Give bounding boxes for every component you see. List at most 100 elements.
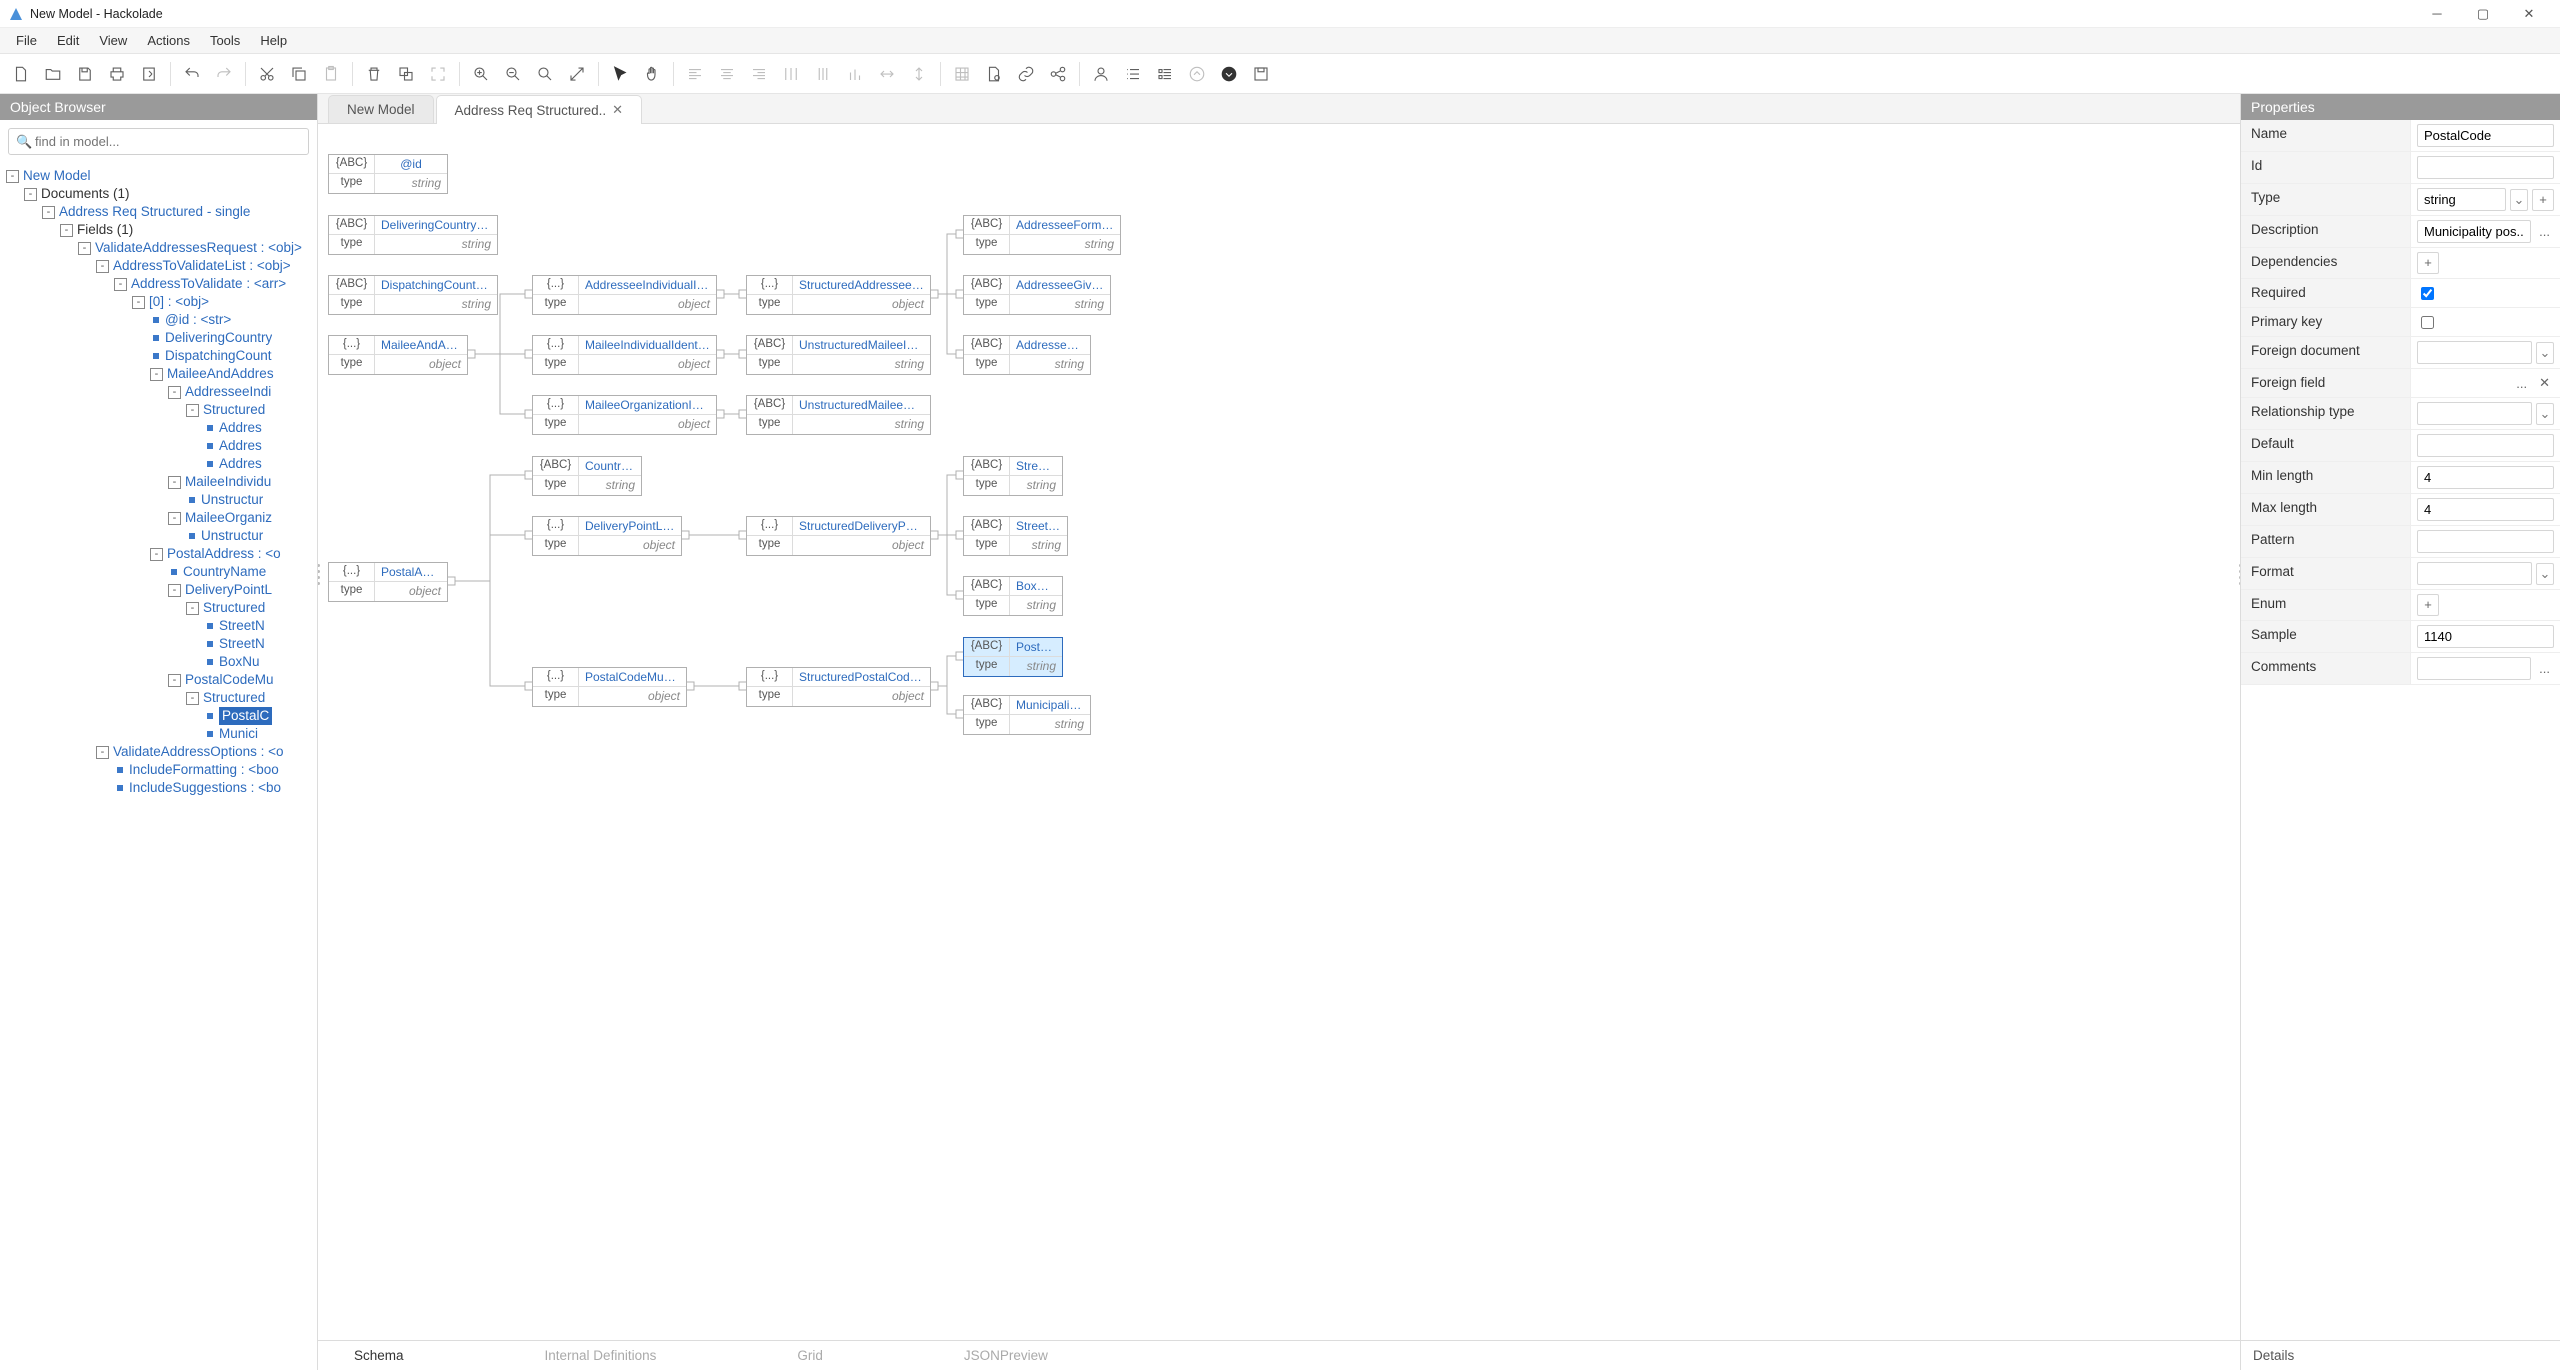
tree-row[interactable]: PostalC (0, 707, 317, 725)
schema-node[interactable]: {ABC}DispatchingCountryISOCodetypestring (328, 275, 498, 315)
tab[interactable]: New Model (328, 95, 434, 123)
tree-row[interactable]: -MaileeOrganiz (0, 509, 317, 527)
tree-row[interactable]: -Structured (0, 401, 317, 419)
menu-view[interactable]: View (89, 30, 137, 51)
close-icon[interactable]: ✕ (612, 102, 623, 118)
search-input[interactable] (8, 128, 309, 155)
prop-input[interactable] (2417, 188, 2506, 211)
prop-input[interactable] (2417, 498, 2554, 521)
clear-icon[interactable]: ✕ (2535, 375, 2554, 391)
list-icon[interactable] (1118, 59, 1148, 89)
canvas[interactable]: {ABC}@idtypestring {ABC}DeliveringCountry… (318, 124, 2240, 1340)
more-icon[interactable]: ... (2535, 224, 2554, 239)
save-icon[interactable] (70, 59, 100, 89)
plus-icon[interactable]: + (2417, 594, 2439, 616)
new-icon[interactable] (6, 59, 36, 89)
close-button[interactable]: ✕ (2506, 1, 2552, 27)
tree-row[interactable]: -PostalAddress : <o (0, 545, 317, 563)
menu-actions[interactable]: Actions (137, 30, 200, 51)
up-circle-icon[interactable] (1182, 59, 1212, 89)
open-icon[interactable] (38, 59, 68, 89)
tree-row[interactable]: -DeliveryPointL (0, 581, 317, 599)
schema-node[interactable]: {ABC}BoxNumbertypestring (963, 576, 1063, 616)
zoom-in-icon[interactable] (466, 59, 496, 89)
tree-row[interactable]: StreetN (0, 635, 317, 653)
zoom-icon[interactable] (530, 59, 560, 89)
schema-node[interactable]: {...}StructuredDeliveryPointLoca..typeob… (746, 516, 931, 556)
bottom-tab[interactable]: JSONPreview (944, 1342, 1069, 1369)
maximize-button[interactable]: ▢ (2460, 1, 2506, 27)
schema-node[interactable]: {...}StructuredAddresseeIndivid..typeobj… (746, 275, 931, 315)
tree-row[interactable]: IncludeSuggestions : <bo (0, 779, 317, 797)
dist-v-icon[interactable] (808, 59, 838, 89)
align-left-icon[interactable] (680, 59, 710, 89)
schema-node[interactable]: {ABC}DeliveringCountryISOCodetypestring (328, 215, 498, 255)
hand-icon[interactable] (637, 59, 667, 89)
chevron-down-icon[interactable]: ⌄ (2536, 342, 2554, 364)
delete-icon[interactable] (359, 59, 389, 89)
tree-row[interactable]: Addres (0, 437, 317, 455)
schema-node[interactable]: {...}PostalAddresstypeobject (328, 562, 448, 602)
tree-row[interactable]: Unstructur (0, 491, 317, 509)
tree-row[interactable]: -New Model (0, 167, 317, 185)
minimize-button[interactable]: ─ (2414, 1, 2460, 27)
tree-row[interactable]: -MaileeAndAddres (0, 365, 317, 383)
list2-icon[interactable] (1150, 59, 1180, 89)
prop-input[interactable] (2417, 625, 2554, 648)
bottom-tab[interactable]: Schema (334, 1342, 425, 1369)
tree-row[interactable]: -AddressToValidateList : <obj> (0, 257, 317, 275)
tree-row[interactable]: DeliveringCountry (0, 329, 317, 347)
bottom-tab[interactable]: Grid (777, 1342, 844, 1369)
arrows-v-icon[interactable] (904, 59, 934, 89)
duplicate-icon[interactable] (391, 59, 421, 89)
tree-row[interactable]: -Fields (1) (0, 221, 317, 239)
schema-node[interactable]: {ABC}StreetNumbertypestring (963, 516, 1068, 556)
prop-checkbox[interactable] (2421, 316, 2434, 329)
tree-row[interactable]: @id : <str> (0, 311, 317, 329)
tree-row[interactable]: Munici (0, 725, 317, 743)
menu-tools[interactable]: Tools (200, 30, 250, 51)
schema-node[interactable]: {ABC}PostalCodetypestring (963, 637, 1063, 677)
schema-node[interactable]: {ABC}UnstructuredMaileeIndividu..typestr… (746, 335, 931, 375)
tree-row[interactable]: DispatchingCount (0, 347, 317, 365)
more-icon[interactable]: ... (2535, 661, 2554, 676)
pointer-icon[interactable] (605, 59, 635, 89)
schema-node[interactable]: {...}MaileeAndAddresseetypeobject (328, 335, 468, 375)
schema-node[interactable]: {...}DeliveryPointLocationtypeobject (532, 516, 682, 556)
dist-h-icon[interactable] (776, 59, 806, 89)
schema-node[interactable]: {ABC}StreetNametypestring (963, 456, 1063, 496)
tree-row[interactable]: -MaileeIndividu (0, 473, 317, 491)
link-icon[interactable] (1011, 59, 1041, 89)
schema-node[interactable]: {ABC}MunicipalityNametypestring (963, 695, 1091, 735)
tree-row[interactable]: -[0] : <obj> (0, 293, 317, 311)
prop-input[interactable] (2417, 434, 2554, 457)
fit-icon[interactable] (423, 59, 453, 89)
print-icon[interactable] (102, 59, 132, 89)
more-icon[interactable]: ... (2512, 376, 2531, 391)
schema-node[interactable]: {...}MaileeIndividualIdentificationtypeo… (532, 335, 717, 375)
align-center-icon[interactable] (712, 59, 742, 89)
schema-node[interactable]: {ABC}AddresseeFormOfAddresstypestring (963, 215, 1121, 255)
tree-row[interactable]: -Structured (0, 599, 317, 617)
arrows-h-icon[interactable] (872, 59, 902, 89)
tree-row[interactable]: Addres (0, 455, 317, 473)
prop-input[interactable] (2417, 562, 2532, 585)
schema-node[interactable]: {ABC}UnstructuredMaileeOrganiza..typestr… (746, 395, 931, 435)
schema-node[interactable]: {...}AddresseeIndividualIdentific..typeo… (532, 275, 717, 315)
tree-row[interactable]: -Address Req Structured - single (0, 203, 317, 221)
tree-row[interactable]: -ValidateAddressOptions : <o (0, 743, 317, 761)
schema-node[interactable]: {...}MaileeOrganizationIdentifica..typeo… (532, 395, 717, 435)
cut-icon[interactable] (252, 59, 282, 89)
tree-row[interactable]: -Documents (1) (0, 185, 317, 203)
prop-input[interactable] (2417, 220, 2531, 243)
plus-icon[interactable]: + (2417, 252, 2439, 274)
grid-icon[interactable] (947, 59, 977, 89)
tree-row[interactable]: -PostalCodeMu (0, 671, 317, 689)
user-icon[interactable] (1086, 59, 1116, 89)
prop-input[interactable] (2417, 402, 2532, 425)
schema-node[interactable]: {ABC}@idtypestring (328, 154, 448, 194)
prop-input[interactable] (2417, 530, 2554, 553)
schema-node[interactable]: {ABC}AddresseeGivenNametypestring (963, 275, 1111, 315)
menu-help[interactable]: Help (250, 30, 297, 51)
tree-row[interactable]: Unstructur (0, 527, 317, 545)
